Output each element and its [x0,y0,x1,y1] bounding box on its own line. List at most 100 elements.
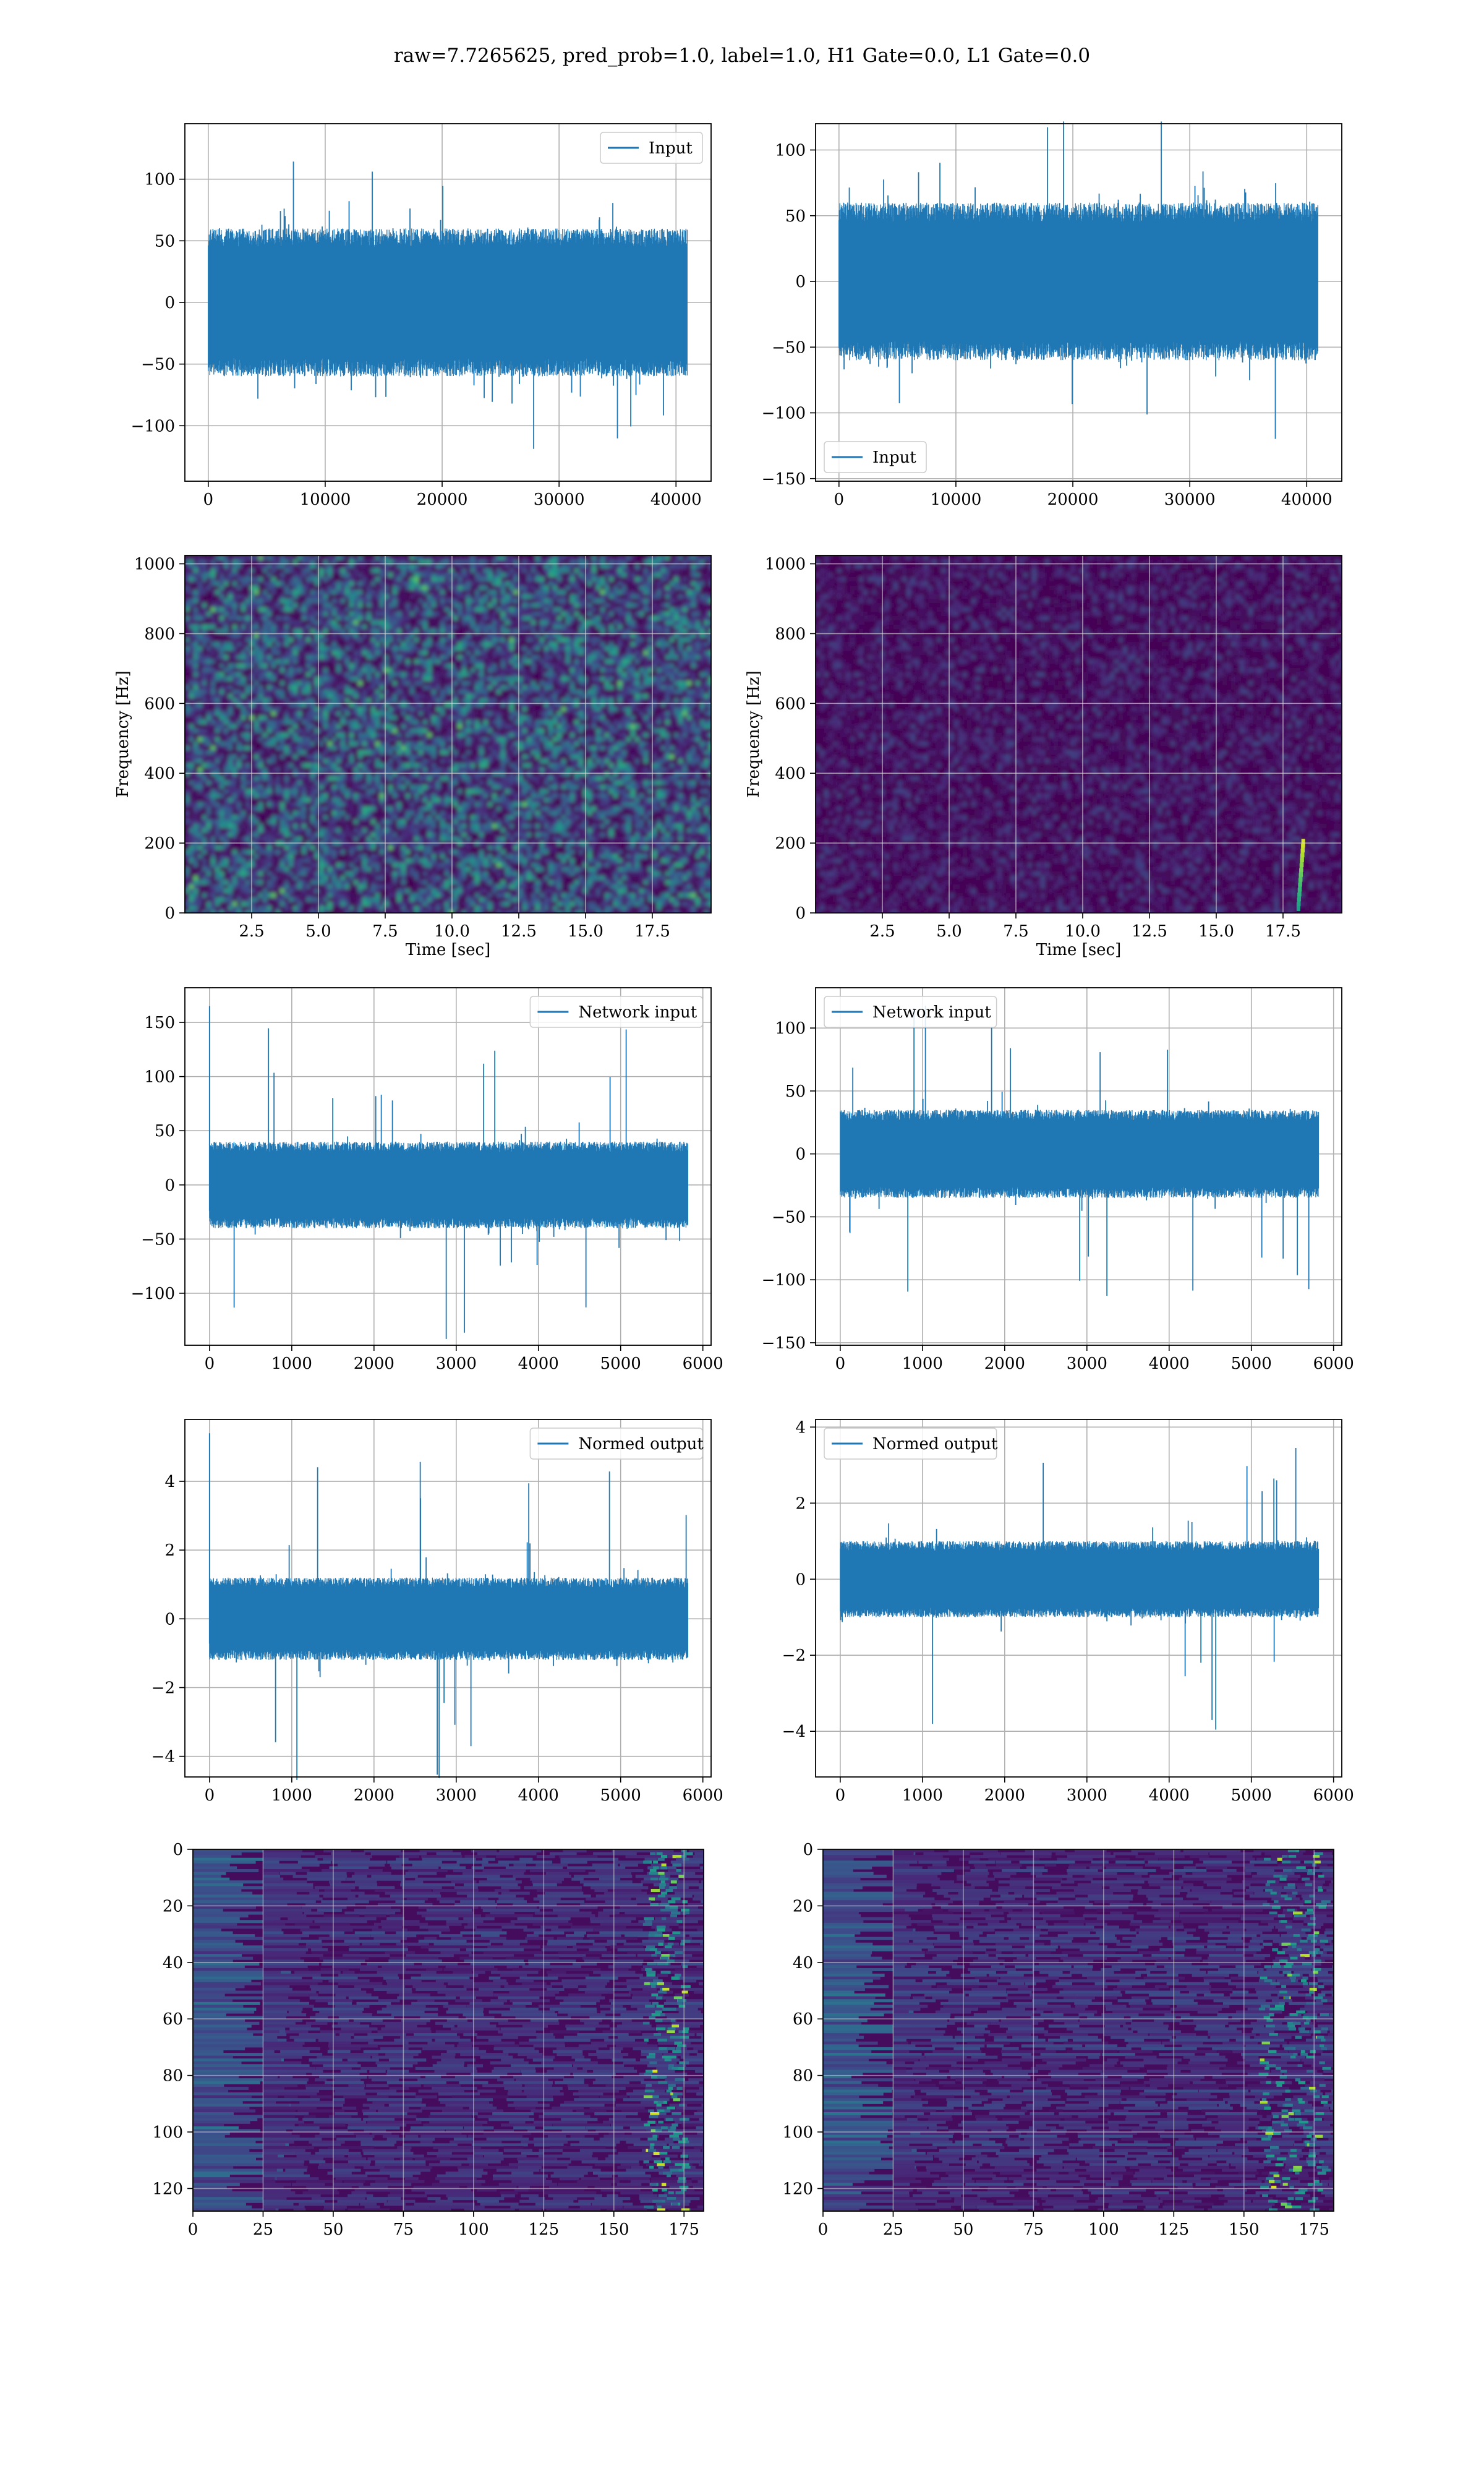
heatmap-cell [250,638,255,643]
heatmap-cell [354,659,359,664]
heatmap-cell [497,560,501,565]
heatmap-cell [449,668,454,673]
heatmap-cell [232,668,237,673]
heatmap-cell [345,555,350,560]
heatmap-cell [484,607,488,612]
heatmap-cell [198,690,203,695]
heatmap-cell [618,668,623,673]
heatmap-cell [479,668,484,673]
heatmap-cell [527,720,532,725]
heatmap-cell [510,698,514,703]
heatmap-cell [700,577,705,582]
heatmap-cell [241,607,246,612]
heatmap-cell [639,651,644,656]
heatmap-cell [670,607,675,612]
heatmap-cell [220,594,224,599]
heatmap-cell [284,616,289,621]
heatmap-cell [674,560,679,565]
heatmap-cell [358,599,363,604]
heatmap-cell [401,586,406,591]
heatmap-cell [427,612,432,617]
heatmap-cell [207,672,211,677]
heatmap-cell [198,573,203,578]
heatmap-cell [384,664,389,669]
heatmap-cell [202,564,207,569]
heatmap-cell [267,711,272,716]
heatmap-cell [592,694,597,699]
heatmap-cell [661,612,666,617]
heatmap-cell [414,677,419,682]
heatmap-cell [323,694,328,699]
heatmap-cell [220,664,224,669]
heatmap-cell [704,642,709,647]
heatmap-cell [691,638,696,643]
heatmap-cell [557,672,562,677]
heatmap-cell [189,690,194,695]
heatmap-cell [271,616,276,621]
heatmap-cell [609,668,614,673]
heatmap-cell [345,716,350,721]
heatmap-cell [440,568,445,573]
heatmap-cell [587,633,592,638]
heatmap-cell [458,651,463,656]
heatmap-cell [323,573,328,578]
heatmap-cell [704,581,709,586]
heatmap-cell [505,603,510,608]
heatmap-cell [328,603,333,608]
heatmap-cell [492,642,497,647]
heatmap-cell [354,716,359,721]
heatmap-cell [328,638,333,643]
heatmap-cell [626,655,631,660]
heatmap-cell [362,568,367,573]
heatmap-cell [323,716,328,721]
y-tick-label: 0 [164,294,175,312]
heatmap-cell [661,677,666,682]
heatmap-cell [527,724,532,729]
heatmap-cell [670,720,675,725]
heatmap-cell [362,638,367,643]
heatmap-cell [678,642,683,647]
heatmap-cell [696,564,701,569]
heatmap-cell [605,668,610,673]
heatmap-cell [397,586,402,591]
heatmap-cell [618,716,623,721]
heatmap-cell [228,607,233,612]
heatmap-cell [557,620,562,625]
heatmap-cell [228,724,233,729]
heatmap-cell [380,594,385,599]
heatmap-cell [397,633,402,638]
heatmap-cell [497,694,501,699]
heatmap-cell [544,672,549,677]
heatmap-cell [544,625,549,630]
heatmap-cell [263,573,268,578]
heatmap-cell [215,694,220,699]
heatmap-cell [596,638,601,643]
heatmap-cell [271,564,276,569]
heatmap-cell [401,707,406,712]
heatmap-cell [436,586,441,591]
heatmap-cell [670,603,675,608]
heatmap-cell [644,698,649,703]
heatmap-cell [488,568,493,573]
heatmap-cell [657,681,662,686]
heatmap-cell [674,607,679,612]
heatmap-cell [592,573,597,578]
heatmap-cell [401,599,406,604]
heatmap-cell [592,590,597,595]
heatmap-cell [436,711,441,716]
heatmap-cell [306,651,311,656]
heatmap-cell [471,633,475,638]
heatmap-cell [484,625,488,630]
heatmap-cell [380,681,385,686]
heatmap-cell [215,729,220,734]
heatmap-cell [535,633,540,638]
heatmap-cell [475,638,480,643]
heatmap-cell [600,625,605,630]
heatmap-cell [388,607,393,612]
heatmap-cell [648,625,653,630]
heatmap-cell [561,651,566,656]
heatmap-cell [510,703,514,708]
heatmap-cell [258,729,263,734]
heatmap-cell [185,603,190,608]
heatmap-cell [284,681,289,686]
